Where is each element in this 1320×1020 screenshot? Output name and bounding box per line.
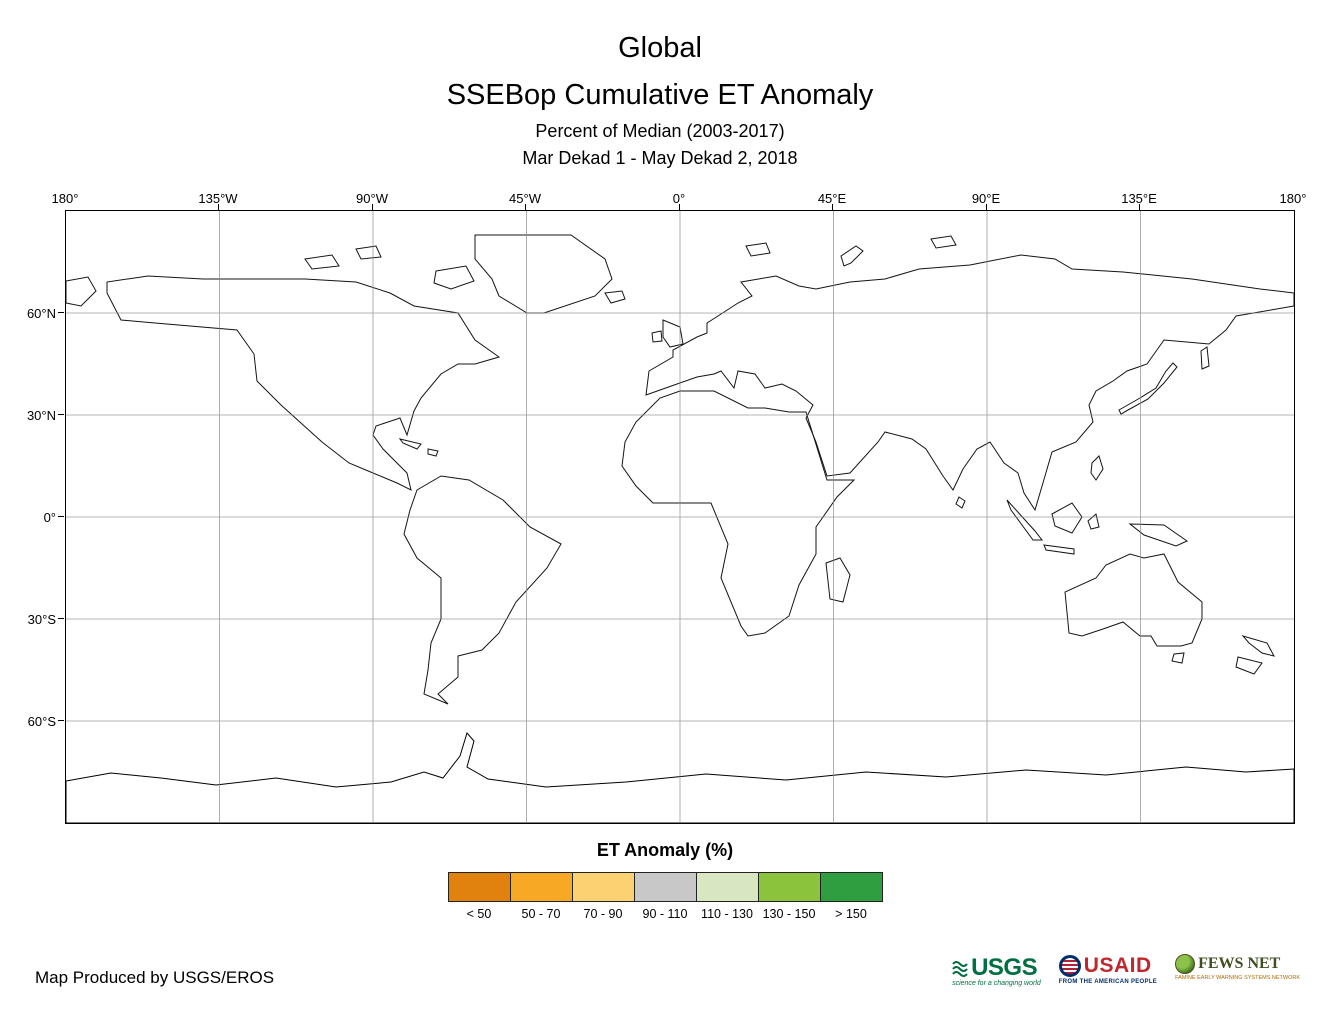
legend-label: 70 - 90	[583, 907, 623, 921]
fews-net-wordmark: FEWS NET	[1198, 955, 1281, 972]
x-tick-label: 135°W	[198, 191, 238, 206]
legend-item: 50 - 70	[510, 872, 573, 921]
map-subtitle-period: Mar Dekad 1 - May Dekad 2, 2018	[522, 148, 798, 168]
legend-swatch	[572, 872, 635, 902]
x-tick-label: 135°E	[1121, 191, 1157, 206]
legend-swatch	[820, 872, 883, 902]
usaid-seal-icon	[1058, 955, 1081, 977]
legend-item: 70 - 90	[572, 872, 635, 921]
legend-swatch	[510, 872, 573, 902]
usgs-tagline: science for a changing world	[952, 980, 1041, 987]
legend-title: ET Anomaly (%)	[596, 840, 734, 860]
logos-block: USGS science for a changing world USAID …	[952, 954, 1300, 987]
legend-swatch	[448, 872, 511, 902]
legend-label: 90 - 110	[642, 907, 688, 921]
legend-row: < 50 50 - 70 70 - 90 90 - 110 110 - 130 …	[448, 872, 883, 921]
usgs-wave-icon	[952, 961, 968, 977]
legend-item: 110 - 130	[696, 872, 759, 921]
legend-label: 50 - 70	[521, 907, 561, 921]
y-tick-label: 30°N	[26, 408, 56, 423]
legend-item: > 150	[820, 872, 883, 921]
x-tick-label: 180°	[1279, 191, 1307, 206]
map-title-region: Global	[618, 32, 702, 64]
graticule	[66, 211, 1294, 823]
credit-text: Map Produced by USGS/EROS	[35, 968, 275, 987]
title-block: Global SSEBop Cumulative ET Anomaly Perc…	[0, 32, 1320, 169]
map-title-product: SSEBop Cumulative ET Anomaly	[446, 79, 874, 111]
legend-item: 90 - 110	[634, 872, 697, 921]
legend-label: 110 - 130	[701, 907, 753, 921]
usgs-logo: USGS science for a changing world	[952, 954, 1041, 987]
y-tick-label: 30°S	[27, 612, 56, 627]
x-tick-label: 45°W	[509, 191, 541, 206]
fews-net-logo: FEWS NET FAMINE EARLY WARNING SYSTEMS NE…	[1175, 954, 1300, 981]
legend-label: > 150	[835, 907, 867, 921]
x-tick-label: 45°E	[817, 191, 847, 206]
x-tick-label: 0°	[672, 191, 686, 206]
usaid-wordmark: USAID	[1083, 954, 1152, 977]
x-tick-label: 90°E	[971, 191, 1001, 206]
usaid-tagline: FROM THE AMERICAN PEOPLE	[1058, 979, 1158, 985]
usgs-wordmark: USGS	[971, 954, 1038, 981]
fews-net-tagline: FAMINE EARLY WARNING SYSTEMS NETWORK	[1175, 975, 1300, 981]
fews-net-globe-icon	[1175, 954, 1196, 974]
legend-swatch	[758, 872, 821, 902]
legend: ET Anomaly (%) < 50 50 - 70 70 - 90 90 -…	[448, 840, 883, 921]
x-tick-label: 90°W	[356, 191, 388, 206]
legend-swatch	[634, 872, 697, 902]
legend-label: < 50	[466, 907, 492, 921]
y-tick-label: 60°N	[26, 306, 56, 321]
map-frame	[65, 210, 1295, 824]
x-tick-label: 180°	[51, 191, 79, 206]
usaid-logo: USAID FROM THE AMERICAN PEOPLE	[1058, 954, 1158, 985]
map-subtitle-units: Percent of Median (2003-2017)	[535, 121, 785, 141]
world-map-svg	[66, 211, 1294, 823]
legend-item: 130 - 150	[758, 872, 821, 921]
y-tick-label: 0°	[43, 510, 56, 525]
y-tick-label: 60°S	[27, 714, 56, 729]
legend-label: 130 - 150	[762, 907, 816, 921]
legend-swatch	[696, 872, 759, 902]
legend-item: < 50	[448, 872, 511, 921]
